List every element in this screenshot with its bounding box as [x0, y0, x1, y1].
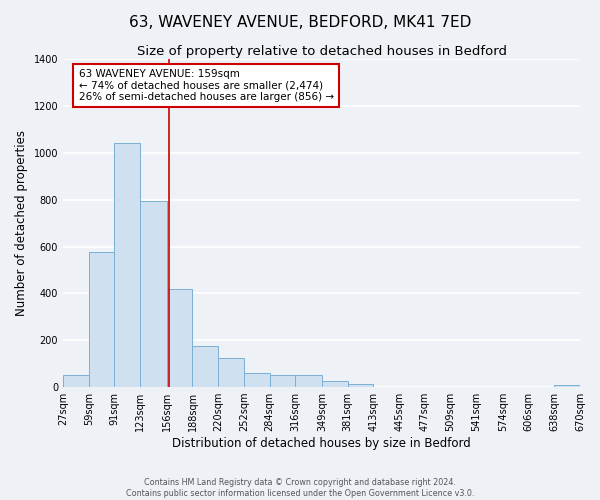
- Bar: [322, 381, 347, 387]
- Bar: [89, 252, 115, 387]
- Text: 63, WAVENEY AVENUE, BEDFORD, MK41 7ED: 63, WAVENEY AVENUE, BEDFORD, MK41 7ED: [129, 15, 471, 30]
- X-axis label: Distribution of detached houses by size in Bedford: Distribution of detached houses by size …: [172, 437, 471, 450]
- Bar: [244, 373, 269, 387]
- Bar: [115, 144, 140, 387]
- Bar: [63, 376, 89, 387]
- Text: 63 WAVENEY AVENUE: 159sqm
← 74% of detached houses are smaller (2,474)
26% of se: 63 WAVENEY AVENUE: 159sqm ← 74% of detac…: [79, 69, 334, 102]
- Title: Size of property relative to detached houses in Bedford: Size of property relative to detached ho…: [137, 45, 506, 58]
- Y-axis label: Number of detached properties: Number of detached properties: [15, 130, 28, 316]
- Bar: [347, 384, 373, 387]
- Bar: [269, 376, 295, 387]
- Bar: [193, 346, 218, 387]
- Bar: [140, 201, 167, 387]
- Bar: [554, 384, 580, 387]
- Bar: [218, 358, 244, 387]
- Text: Contains HM Land Registry data © Crown copyright and database right 2024.
Contai: Contains HM Land Registry data © Crown c…: [126, 478, 474, 498]
- Bar: [167, 288, 193, 387]
- Bar: [295, 376, 322, 387]
